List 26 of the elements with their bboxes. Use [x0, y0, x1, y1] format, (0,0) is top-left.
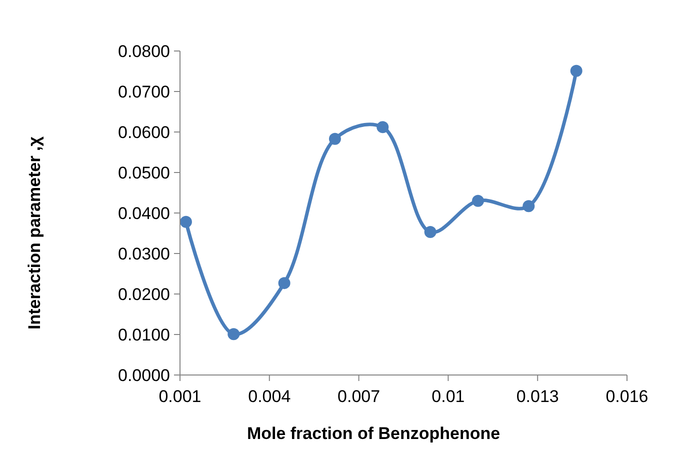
y-tick-label: 0.0700 — [118, 82, 170, 102]
y-axis-title: Interaction parameter ,χ — [25, 136, 44, 330]
point — [328, 132, 341, 145]
y-tick-label: 0.0200 — [118, 284, 170, 304]
x-tick-label: 0.016 — [606, 387, 648, 406]
y-tick-label: 0.0600 — [118, 122, 170, 142]
point — [472, 194, 484, 207]
x-tick-label: 0.01 — [432, 387, 465, 406]
point — [376, 121, 389, 134]
y-tick-label: 0.0800 — [118, 42, 170, 61]
point — [180, 216, 192, 228]
x-axis-title: Mole fraction of Benzophenone — [246, 424, 500, 443]
x-tick-label: 0.004 — [248, 387, 291, 406]
y-tick-label: 0.0000 — [118, 366, 170, 385]
point — [570, 64, 582, 77]
point — [424, 226, 436, 238]
x-tick-label: 0.013 — [516, 387, 559, 406]
y-tick-label: 0.0100 — [118, 325, 170, 344]
y-tick-label: 0.0500 — [118, 163, 170, 182]
y-tick-label: 0.0300 — [118, 244, 170, 264]
x-tick-label: 0.001 — [158, 387, 202, 406]
x-tick-label: 0.007 — [338, 387, 380, 406]
point — [522, 200, 535, 212]
y-tick-label: 0.0400 — [118, 204, 170, 223]
point — [278, 277, 290, 290]
point — [228, 328, 240, 340]
